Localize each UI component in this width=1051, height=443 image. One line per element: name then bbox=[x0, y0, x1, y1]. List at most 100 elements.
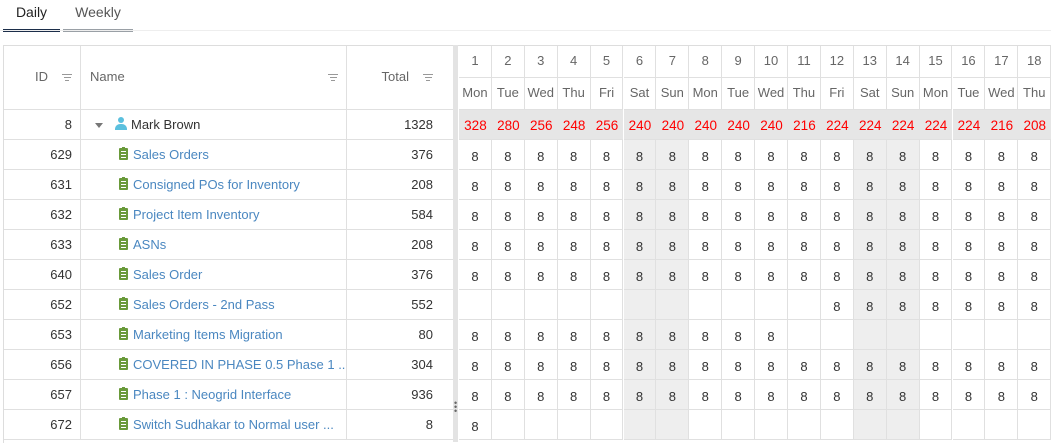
day-hours-cell[interactable] bbox=[590, 410, 624, 440]
day-hours-cell[interactable]: 8 bbox=[557, 350, 591, 380]
day-hours-cell[interactable] bbox=[491, 290, 525, 320]
day-hours-cell[interactable]: 8 bbox=[557, 380, 591, 410]
day-hours-cell[interactable] bbox=[788, 410, 821, 440]
day-hours-cell[interactable] bbox=[820, 410, 854, 440]
day-hours-cell[interactable] bbox=[1018, 320, 1051, 350]
day-hours-cell[interactable] bbox=[524, 290, 558, 320]
day-hours-cell[interactable] bbox=[623, 290, 657, 320]
day-hours-cell[interactable] bbox=[590, 290, 624, 320]
day-hours-cell[interactable]: 8 bbox=[952, 200, 986, 230]
day-hours-cell[interactable] bbox=[788, 290, 821, 320]
day-hours-cell[interactable]: 8 bbox=[689, 350, 723, 380]
day-hours-cell[interactable]: 8 bbox=[557, 200, 591, 230]
day-hours-cell[interactable]: 8 bbox=[1018, 350, 1051, 380]
day-hours-cell[interactable]: 8 bbox=[985, 350, 1019, 380]
day-hours-cell[interactable] bbox=[788, 320, 821, 350]
day-hours-cell[interactable] bbox=[623, 410, 657, 440]
day-hours-cell[interactable] bbox=[656, 410, 690, 440]
day-hours-cell[interactable]: 8 bbox=[886, 170, 920, 200]
day-hours-cell[interactable]: 8 bbox=[459, 260, 492, 290]
day-hours-cell[interactable]: 8 bbox=[788, 200, 821, 230]
day-hours-cell[interactable]: 8 bbox=[689, 170, 723, 200]
day-hours-cell[interactable] bbox=[952, 320, 986, 350]
task-name-cell[interactable]: Phase 1 : Neogrid Interface bbox=[81, 380, 347, 410]
task-name-link[interactable]: ASNs bbox=[133, 237, 167, 252]
day-hours-cell[interactable]: 8 bbox=[1018, 170, 1051, 200]
day-hours-cell[interactable]: 8 bbox=[853, 170, 887, 200]
tab-weekly[interactable]: Weekly bbox=[63, 0, 133, 32]
day-hours-cell[interactable]: 8 bbox=[623, 170, 657, 200]
day-hours-cell[interactable] bbox=[689, 410, 723, 440]
day-hours-cell[interactable]: 8 bbox=[1018, 290, 1051, 320]
day-hours-cell[interactable]: 8 bbox=[1018, 140, 1051, 170]
day-hours-cell[interactable]: 8 bbox=[656, 140, 690, 170]
day-hours-cell[interactable]: 8 bbox=[820, 260, 854, 290]
day-hours-cell[interactable]: 8 bbox=[459, 410, 492, 440]
day-hours-cell[interactable]: 8 bbox=[985, 260, 1019, 290]
day-hours-cell[interactable]: 8 bbox=[656, 200, 690, 230]
day-hours-cell[interactable]: 8 bbox=[459, 200, 492, 230]
day-hours-cell[interactable]: 8 bbox=[755, 320, 788, 350]
day-hours-cell[interactable] bbox=[919, 410, 953, 440]
day-hours-cell[interactable]: 8 bbox=[788, 140, 821, 170]
day-hours-cell[interactable]: 8 bbox=[788, 230, 821, 260]
day-hours-cell[interactable]: 8 bbox=[590, 350, 624, 380]
day-hours-cell[interactable]: 8 bbox=[722, 320, 756, 350]
day-hours-cell[interactable]: 8 bbox=[557, 170, 591, 200]
day-hours-cell[interactable]: 8 bbox=[524, 200, 558, 230]
day-hours-cell[interactable]: 8 bbox=[491, 170, 525, 200]
day-hours-cell[interactable]: 8 bbox=[952, 260, 986, 290]
day-hours-cell[interactable]: 8 bbox=[524, 380, 558, 410]
day-hours-cell[interactable] bbox=[722, 410, 756, 440]
day-hours-cell[interactable]: 8 bbox=[689, 380, 723, 410]
task-name-cell[interactable]: Sales Orders bbox=[81, 140, 347, 170]
day-hours-cell[interactable]: 8 bbox=[755, 170, 788, 200]
day-hours-cell[interactable]: 8 bbox=[886, 140, 920, 170]
day-hours-cell[interactable]: 8 bbox=[755, 140, 788, 170]
day-hours-cell[interactable]: 8 bbox=[590, 230, 624, 260]
day-hours-cell[interactable]: 8 bbox=[853, 350, 887, 380]
day-hours-cell[interactable]: 8 bbox=[820, 200, 854, 230]
day-hours-cell[interactable]: 8 bbox=[919, 290, 953, 320]
day-hours-cell[interactable]: 8 bbox=[919, 350, 953, 380]
day-hours-cell[interactable]: 8 bbox=[590, 170, 624, 200]
day-hours-cell[interactable] bbox=[919, 320, 953, 350]
day-hours-cell[interactable]: 8 bbox=[820, 140, 854, 170]
day-hours-cell[interactable] bbox=[524, 410, 558, 440]
day-hours-cell[interactable]: 8 bbox=[590, 260, 624, 290]
day-hours-cell[interactable]: 8 bbox=[853, 290, 887, 320]
day-hours-cell[interactable] bbox=[459, 290, 492, 320]
day-hours-cell[interactable]: 8 bbox=[689, 320, 723, 350]
summary-name[interactable]: Mark Brown bbox=[81, 110, 347, 140]
day-hours-cell[interactable]: 8 bbox=[853, 380, 887, 410]
task-name-link[interactable]: Marketing Items Migration bbox=[133, 327, 283, 342]
task-name-cell[interactable]: Project Item Inventory bbox=[81, 200, 347, 230]
day-hours-cell[interactable]: 8 bbox=[952, 350, 986, 380]
day-hours-cell[interactable]: 8 bbox=[656, 350, 690, 380]
day-hours-cell[interactable] bbox=[557, 290, 591, 320]
day-hours-cell[interactable] bbox=[985, 320, 1019, 350]
day-hours-cell[interactable] bbox=[1018, 410, 1051, 440]
day-hours-cell[interactable]: 8 bbox=[788, 260, 821, 290]
day-hours-cell[interactable] bbox=[886, 320, 920, 350]
day-hours-cell[interactable] bbox=[656, 290, 690, 320]
day-hours-cell[interactable]: 8 bbox=[1018, 200, 1051, 230]
day-hours-cell[interactable]: 8 bbox=[656, 380, 690, 410]
day-hours-cell[interactable]: 8 bbox=[722, 230, 756, 260]
day-hours-cell[interactable]: 8 bbox=[689, 140, 723, 170]
day-hours-cell[interactable]: 8 bbox=[952, 140, 986, 170]
day-hours-cell[interactable]: 8 bbox=[952, 290, 986, 320]
day-hours-cell[interactable]: 8 bbox=[755, 260, 788, 290]
day-hours-cell[interactable]: 8 bbox=[491, 140, 525, 170]
day-hours-cell[interactable]: 8 bbox=[459, 170, 492, 200]
task-name-link[interactable]: Sales Orders bbox=[133, 147, 209, 162]
day-hours-cell[interactable]: 8 bbox=[689, 230, 723, 260]
day-hours-cell[interactable]: 8 bbox=[952, 170, 986, 200]
day-hours-cell[interactable]: 8 bbox=[952, 230, 986, 260]
task-name-cell[interactable]: Switch Sudhakar to Normal user ... bbox=[81, 410, 347, 440]
day-hours-cell[interactable]: 8 bbox=[985, 140, 1019, 170]
task-name-cell[interactable]: Sales Order bbox=[81, 260, 347, 290]
tab-daily[interactable]: Daily bbox=[3, 0, 60, 32]
day-hours-cell[interactable] bbox=[952, 410, 986, 440]
column-header-total[interactable]: Total bbox=[347, 46, 454, 110]
